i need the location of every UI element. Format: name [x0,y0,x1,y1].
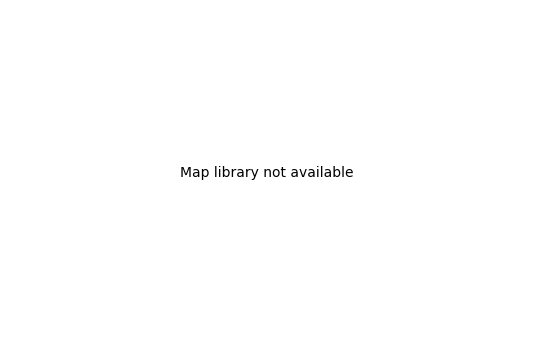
Text: Map library not available: Map library not available [180,166,354,179]
